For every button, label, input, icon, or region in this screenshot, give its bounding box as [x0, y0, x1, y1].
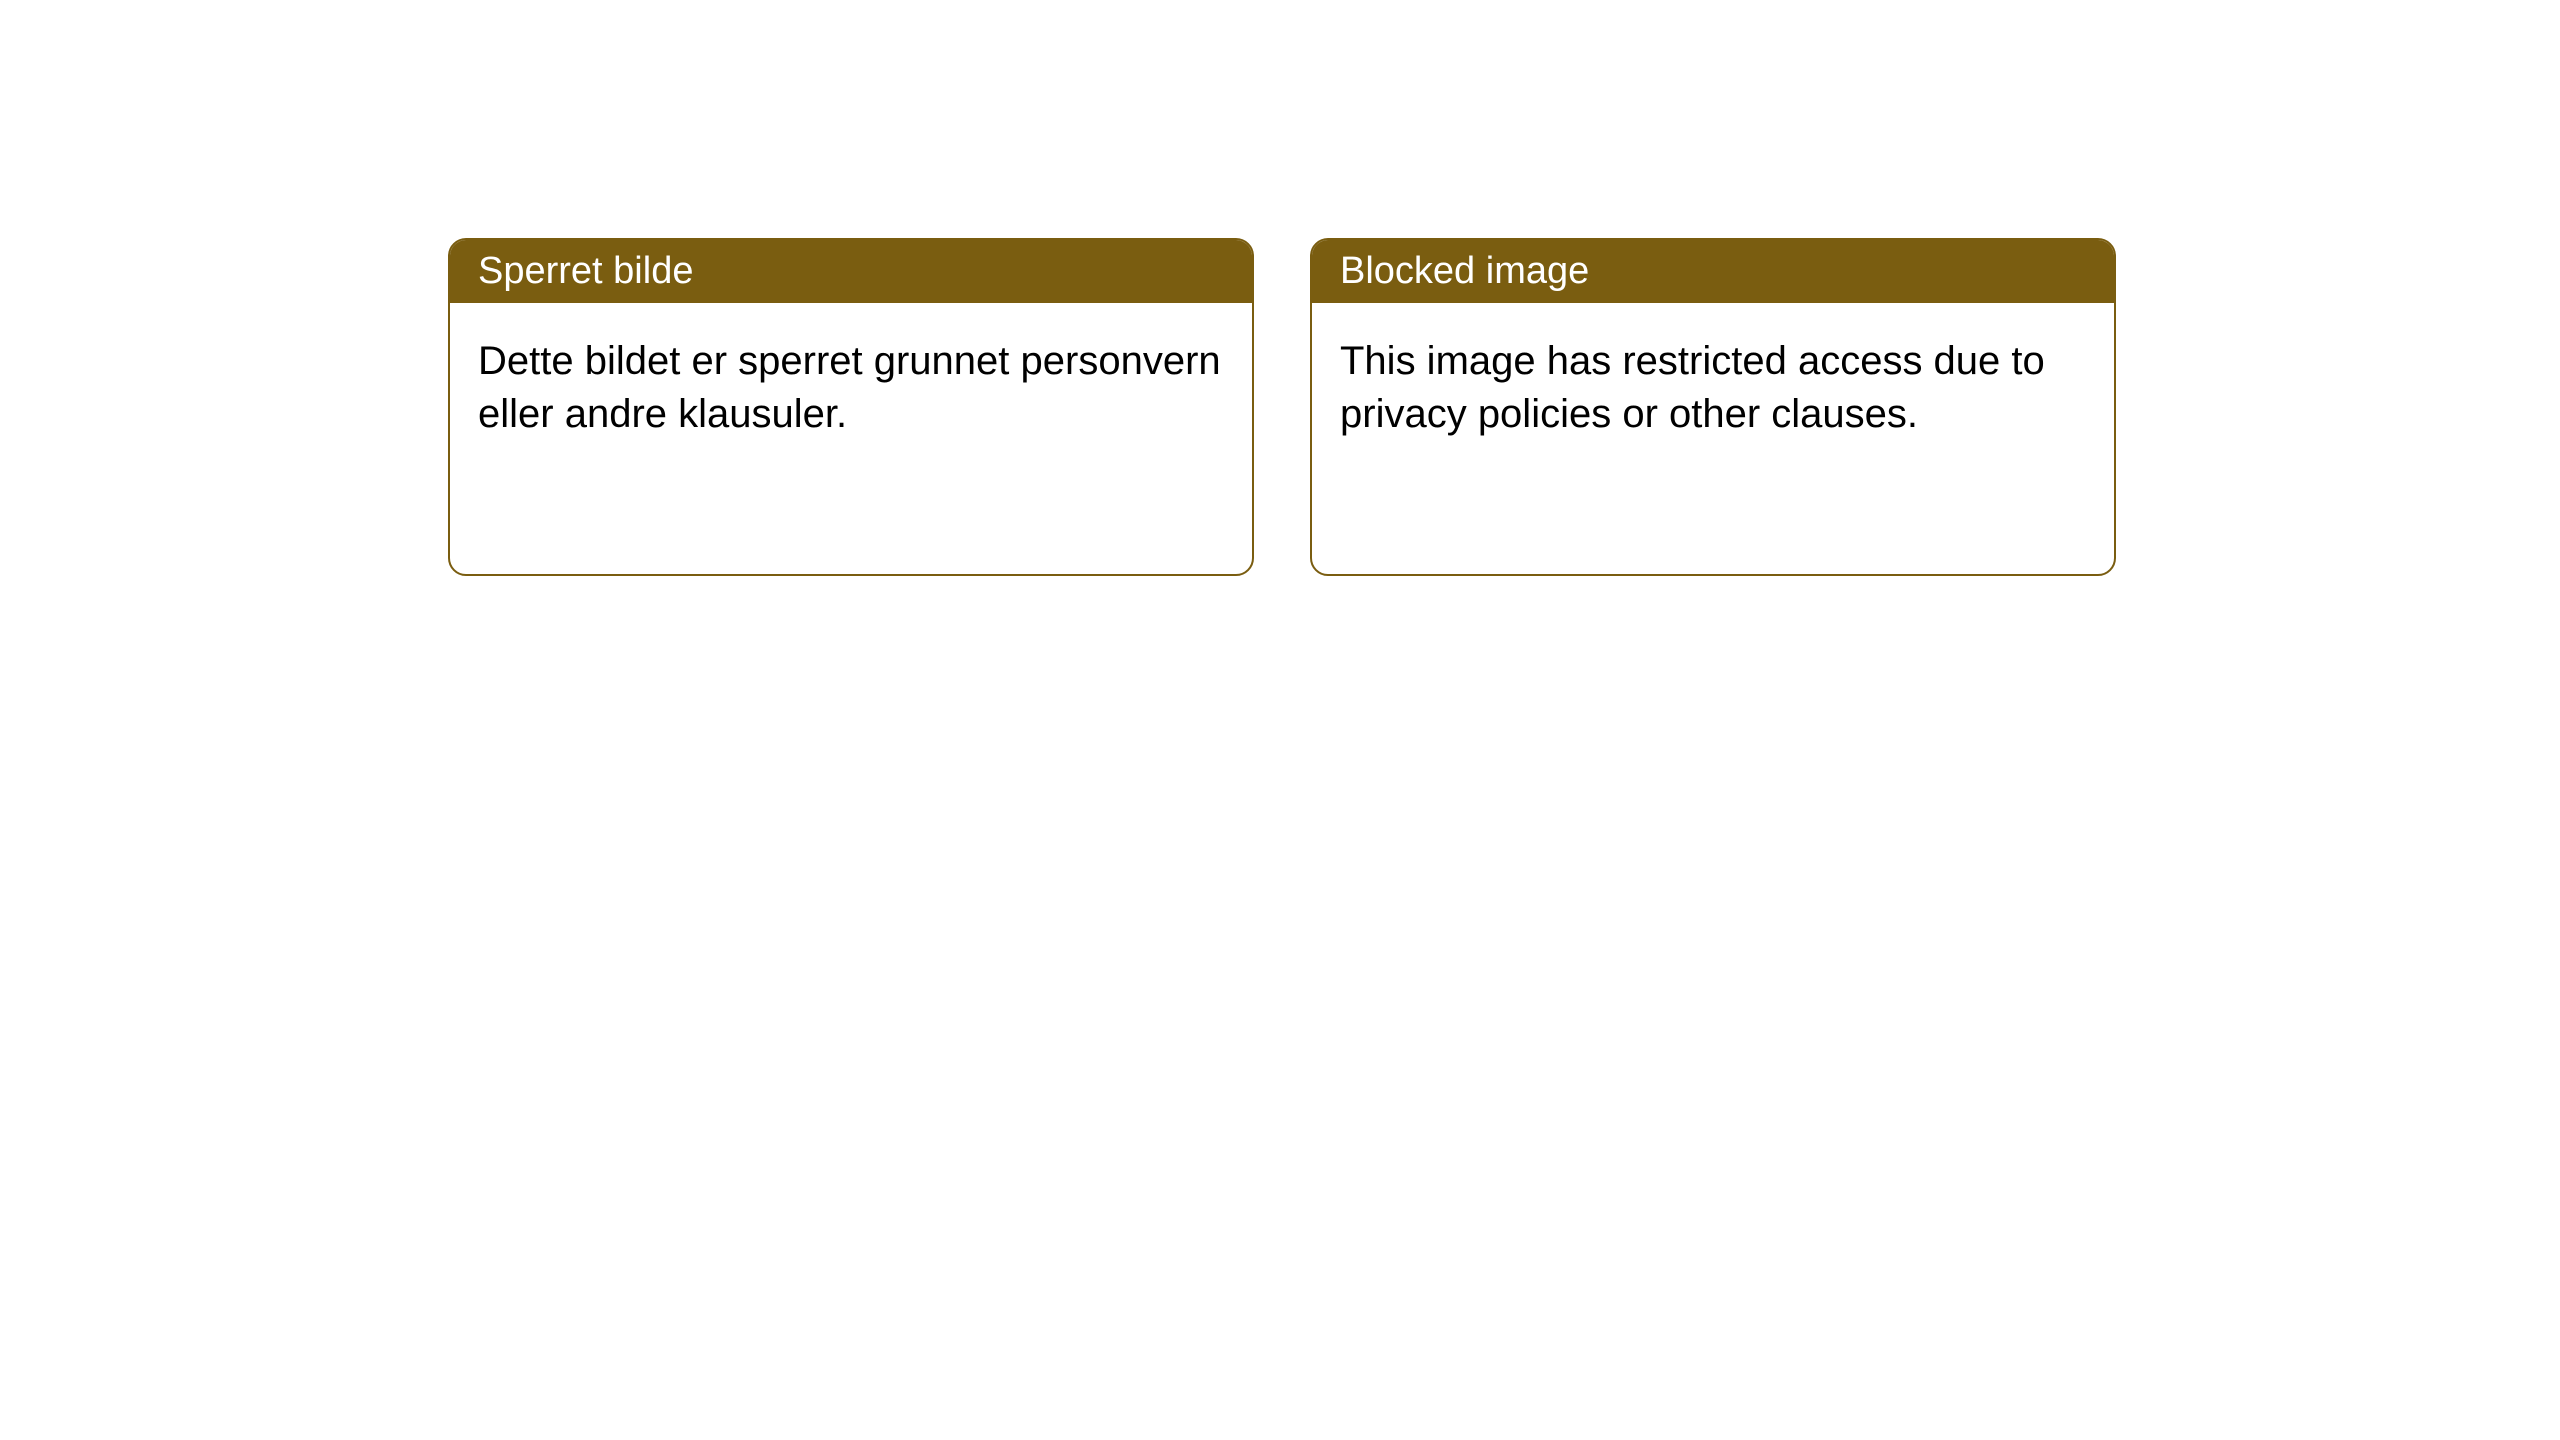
notice-body-text: This image has restricted access due to …: [1340, 339, 2045, 436]
notice-body: This image has restricted access due to …: [1312, 303, 2114, 473]
notice-card-norwegian: Sperret bilde Dette bildet er sperret gr…: [448, 238, 1254, 576]
notice-card-english: Blocked image This image has restricted …: [1310, 238, 2116, 576]
notice-header: Sperret bilde: [450, 240, 1252, 303]
notice-body: Dette bildet er sperret grunnet personve…: [450, 303, 1252, 473]
notice-title: Blocked image: [1340, 250, 1589, 292]
notice-body-text: Dette bildet er sperret grunnet personve…: [478, 339, 1221, 436]
notice-header: Blocked image: [1312, 240, 2114, 303]
notice-container: Sperret bilde Dette bildet er sperret gr…: [0, 0, 2560, 576]
notice-title: Sperret bilde: [478, 250, 693, 292]
